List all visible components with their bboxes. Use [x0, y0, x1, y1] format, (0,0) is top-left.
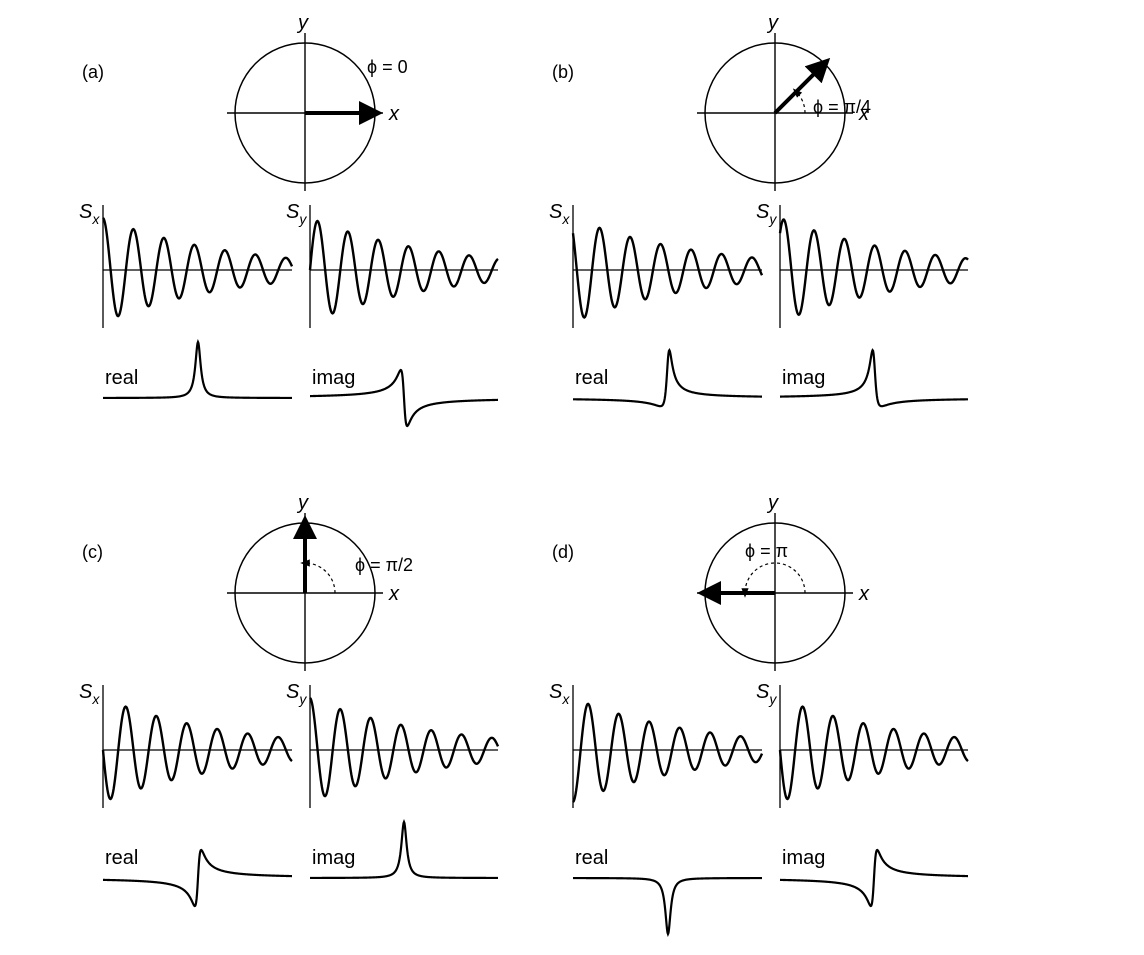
- sy-label-b-main: S: [756, 201, 770, 223]
- sx-label-d-main: S: [549, 681, 563, 703]
- fid-signal-y-c: [309, 697, 500, 798]
- spectrum-label-real-d: real: [575, 847, 608, 869]
- panel-label-c: (c): [82, 542, 103, 562]
- spectrum-imag-b: [779, 348, 969, 408]
- fid-signal-x-c: [101, 705, 293, 801]
- sx-label-b-sub: x: [561, 211, 570, 227]
- sx-label-b: Sx: [549, 201, 570, 227]
- sy-label-c-sub: y: [298, 691, 307, 707]
- sx-label-a-sub: x: [91, 211, 100, 227]
- y-axis-label-d: y: [766, 492, 779, 514]
- sy-label-d: Sy: [756, 681, 777, 707]
- phase-label-a: ϕ = 0: [367, 57, 408, 77]
- spectrum-label-imag-b: imag: [782, 367, 825, 389]
- panel-label-b: (b): [552, 62, 574, 82]
- sx-label-d-sub: x: [561, 691, 570, 707]
- fid-signal-x-d: [572, 702, 764, 803]
- y-axis-label-b: y: [766, 12, 779, 34]
- fid-signal-y-a: [308, 219, 499, 315]
- spectrum-real-c: [102, 848, 293, 908]
- spectrum-label-imag-c: imag: [312, 847, 355, 869]
- spectrum-imag-c: [309, 819, 499, 880]
- spectrum-real-b: [573, 348, 763, 408]
- sx-label-c-main: S: [79, 681, 93, 703]
- spectrum-real-a: [103, 339, 293, 400]
- sx-label-b-main: S: [549, 201, 563, 223]
- sy-label-c-main: S: [286, 681, 300, 703]
- sy-label-b-sub: y: [768, 211, 777, 227]
- sy-label-a-main: S: [286, 201, 300, 223]
- y-axis-label-a: y: [296, 12, 309, 34]
- x-axis-label-b: x: [858, 103, 870, 125]
- y-axis-label-c: y: [296, 492, 309, 514]
- phase-label-b: ϕ = π/4: [813, 97, 871, 117]
- spectrum-label-imag-d: imag: [782, 847, 825, 869]
- sx-label-c-sub: x: [91, 691, 100, 707]
- fid-signal-y-b: [778, 218, 969, 317]
- spectrum-imag-a: [309, 368, 499, 428]
- sy-label-a: Sy: [286, 201, 307, 227]
- x-axis-label-a: x: [388, 103, 400, 125]
- phase-label-d: ϕ = π: [745, 541, 788, 561]
- panel-label-a: (a): [82, 62, 104, 82]
- sx-label-a-main: S: [79, 201, 93, 223]
- fid-signal-x-b: [571, 226, 764, 319]
- sy-label-d-main: S: [756, 681, 770, 703]
- fid-signal-x-a: [102, 217, 294, 318]
- phase-arc-c: [300, 559, 336, 594]
- spectrum-imag-d: [779, 848, 969, 908]
- sx-label-c: Sx: [79, 681, 100, 707]
- spectrum-label-real-b: real: [575, 367, 608, 389]
- spectrum-label-imag-a: imag: [312, 367, 355, 389]
- x-axis-label-c: x: [388, 583, 400, 605]
- sx-label-d: Sx: [549, 681, 570, 707]
- x-axis-label-d: x: [858, 583, 870, 605]
- sy-label-b: Sy: [756, 201, 777, 227]
- panel-label-d: (d): [552, 542, 574, 562]
- spectrum-label-real-c: real: [105, 847, 138, 869]
- sy-label-c: Sy: [286, 681, 307, 707]
- spectrum-label-real-a: real: [105, 367, 138, 389]
- fid-signal-y-d: [778, 705, 969, 801]
- phase-arc-b: [792, 88, 806, 114]
- phase-label-c: ϕ = π/2: [355, 555, 413, 575]
- phase-arc-d: [741, 562, 806, 598]
- sx-label-a: Sx: [79, 201, 100, 227]
- sy-label-a-sub: y: [298, 211, 307, 227]
- sy-label-d-sub: y: [768, 691, 777, 707]
- spectrum-real-d: [573, 876, 763, 937]
